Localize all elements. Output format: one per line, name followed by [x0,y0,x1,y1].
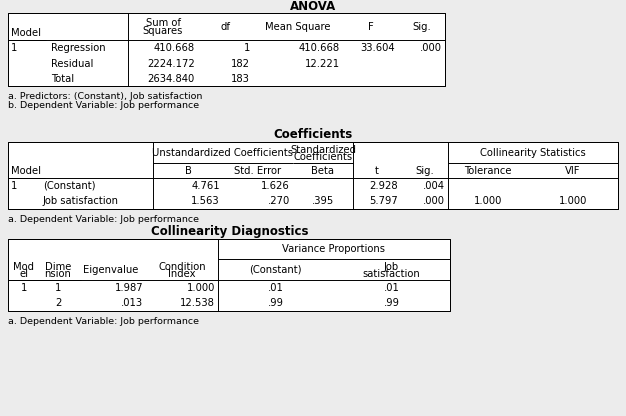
Text: ANOVA: ANOVA [290,0,336,12]
Text: .99: .99 [384,299,399,309]
Text: .270: .270 [268,196,290,206]
Text: 2224.172: 2224.172 [147,59,195,69]
Text: 1: 1 [244,43,250,53]
Text: Std. Error: Std. Error [235,166,282,176]
Text: t: t [375,166,379,176]
Text: F: F [367,22,373,32]
Text: Coefficients: Coefficients [294,152,352,162]
Text: .000: .000 [423,196,445,206]
Text: b. Dependent Variable: Job performance: b. Dependent Variable: Job performance [8,101,199,110]
Text: 410.668: 410.668 [299,43,340,53]
Text: Mean Square: Mean Square [265,22,331,32]
Text: Sig.: Sig. [415,166,434,176]
Text: 12.221: 12.221 [305,59,340,69]
Text: Mod: Mod [14,262,34,272]
Text: 5.797: 5.797 [369,196,398,206]
Text: Job: Job [384,262,399,272]
Text: el: el [19,269,29,279]
Text: 2: 2 [55,299,61,309]
Text: .395: .395 [312,196,334,206]
Text: Beta: Beta [312,166,334,176]
Text: Condition: Condition [158,262,206,272]
Text: 4.761: 4.761 [192,181,220,191]
Text: 1.000: 1.000 [187,283,215,293]
Text: 1: 1 [21,283,27,293]
Text: 1.000: 1.000 [474,196,502,206]
Text: Index: Index [168,269,196,279]
Text: 410.668: 410.668 [154,43,195,53]
Text: 1: 1 [11,181,18,191]
Text: a. Dependent Variable: Job performance: a. Dependent Variable: Job performance [8,317,199,326]
Bar [8,239,450,311]
Text: (Constant): (Constant) [249,265,302,275]
Text: Eigenvalue: Eigenvalue [83,265,139,275]
Text: Model: Model [11,28,41,38]
Text: Squares: Squares [143,25,183,35]
Text: a. Dependent Variable: Job performance: a. Dependent Variable: Job performance [8,215,199,224]
Text: 12.538: 12.538 [180,299,215,309]
Text: Unstandardized Coefficients: Unstandardized Coefficients [153,148,294,158]
Text: Residual: Residual [51,59,93,69]
Text: .01: .01 [384,283,399,293]
Text: 1.626: 1.626 [261,181,290,191]
Text: df: df [220,22,230,32]
Text: B: B [185,166,192,176]
Text: Sum of: Sum of [145,18,180,29]
Bar [8,142,618,209]
Text: .000: .000 [420,43,442,53]
Text: 2.928: 2.928 [369,181,398,191]
Text: 1: 1 [11,43,18,53]
Text: 1: 1 [55,283,61,293]
Text: 1.000: 1.000 [559,196,587,206]
Text: (Constant): (Constant) [43,181,96,191]
Text: a. Predictors: (Constant), Job satisfaction: a. Predictors: (Constant), Job satisfact… [8,92,202,101]
Text: 2634.840: 2634.840 [148,74,195,84]
Text: .01: .01 [267,283,284,293]
Text: Variance Proportions: Variance Proportions [282,245,386,255]
Text: 182: 182 [231,59,250,69]
Text: 183: 183 [231,74,250,84]
Text: Job satisfaction: Job satisfaction [43,196,119,206]
Text: VIF: VIF [565,166,581,176]
Text: Total: Total [51,74,74,84]
Text: Model: Model [11,166,41,176]
Text: Tolerance: Tolerance [464,166,511,176]
Text: .013: .013 [121,299,143,309]
Text: Coefficients: Coefficients [274,127,352,141]
Text: Dime: Dime [45,262,71,272]
Text: Collinearity Statistics: Collinearity Statistics [480,148,586,158]
Bar [8,13,445,86]
Text: 1.563: 1.563 [192,196,220,206]
Text: Sig.: Sig. [412,22,431,32]
Text: Regression: Regression [51,43,106,53]
Text: 33.604: 33.604 [361,43,395,53]
Text: nsion: nsion [44,269,71,279]
Text: Standardized: Standardized [290,145,356,155]
Text: satisfaction: satisfaction [362,269,421,279]
Text: .004: .004 [423,181,445,191]
Text: 1.987: 1.987 [115,283,143,293]
Text: .99: .99 [267,299,284,309]
Text: Collinearity Diagnostics: Collinearity Diagnostics [151,225,309,238]
